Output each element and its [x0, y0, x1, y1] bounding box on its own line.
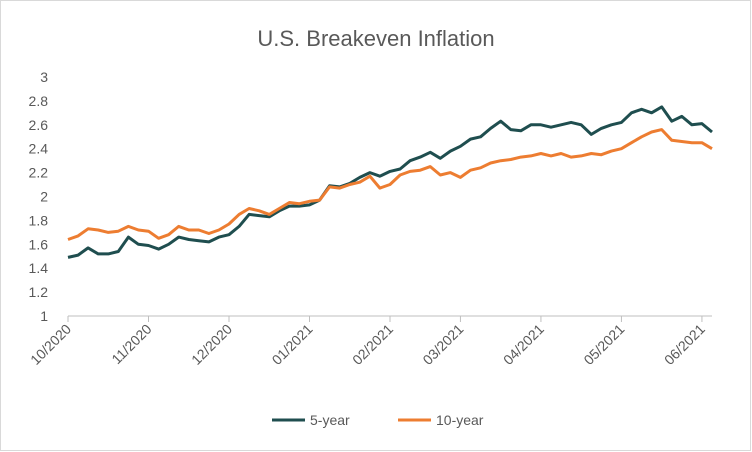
- y-tick-label: 2.4: [29, 141, 49, 157]
- y-tick-label: 2: [40, 189, 48, 205]
- y-tick-label: 2.6: [29, 117, 49, 133]
- legend-label: 5-year: [310, 412, 350, 428]
- y-tick-label: 1.6: [29, 236, 49, 252]
- chart-title: U.S. Breakeven Inflation: [257, 26, 494, 51]
- y-tick-label: 2.2: [29, 165, 49, 181]
- y-tick-label: 1.8: [29, 212, 49, 228]
- legend-label: 10-year: [436, 412, 484, 428]
- line-series: [67, 105, 713, 259]
- y-tick-label: 1.2: [29, 284, 49, 300]
- y-tick-label: 1.4: [29, 260, 49, 276]
- y-tick-label: 3: [40, 69, 48, 85]
- y-tick-label: 1: [40, 308, 48, 324]
- y-tick-label: 2.8: [29, 93, 49, 109]
- line-series: [67, 128, 713, 241]
